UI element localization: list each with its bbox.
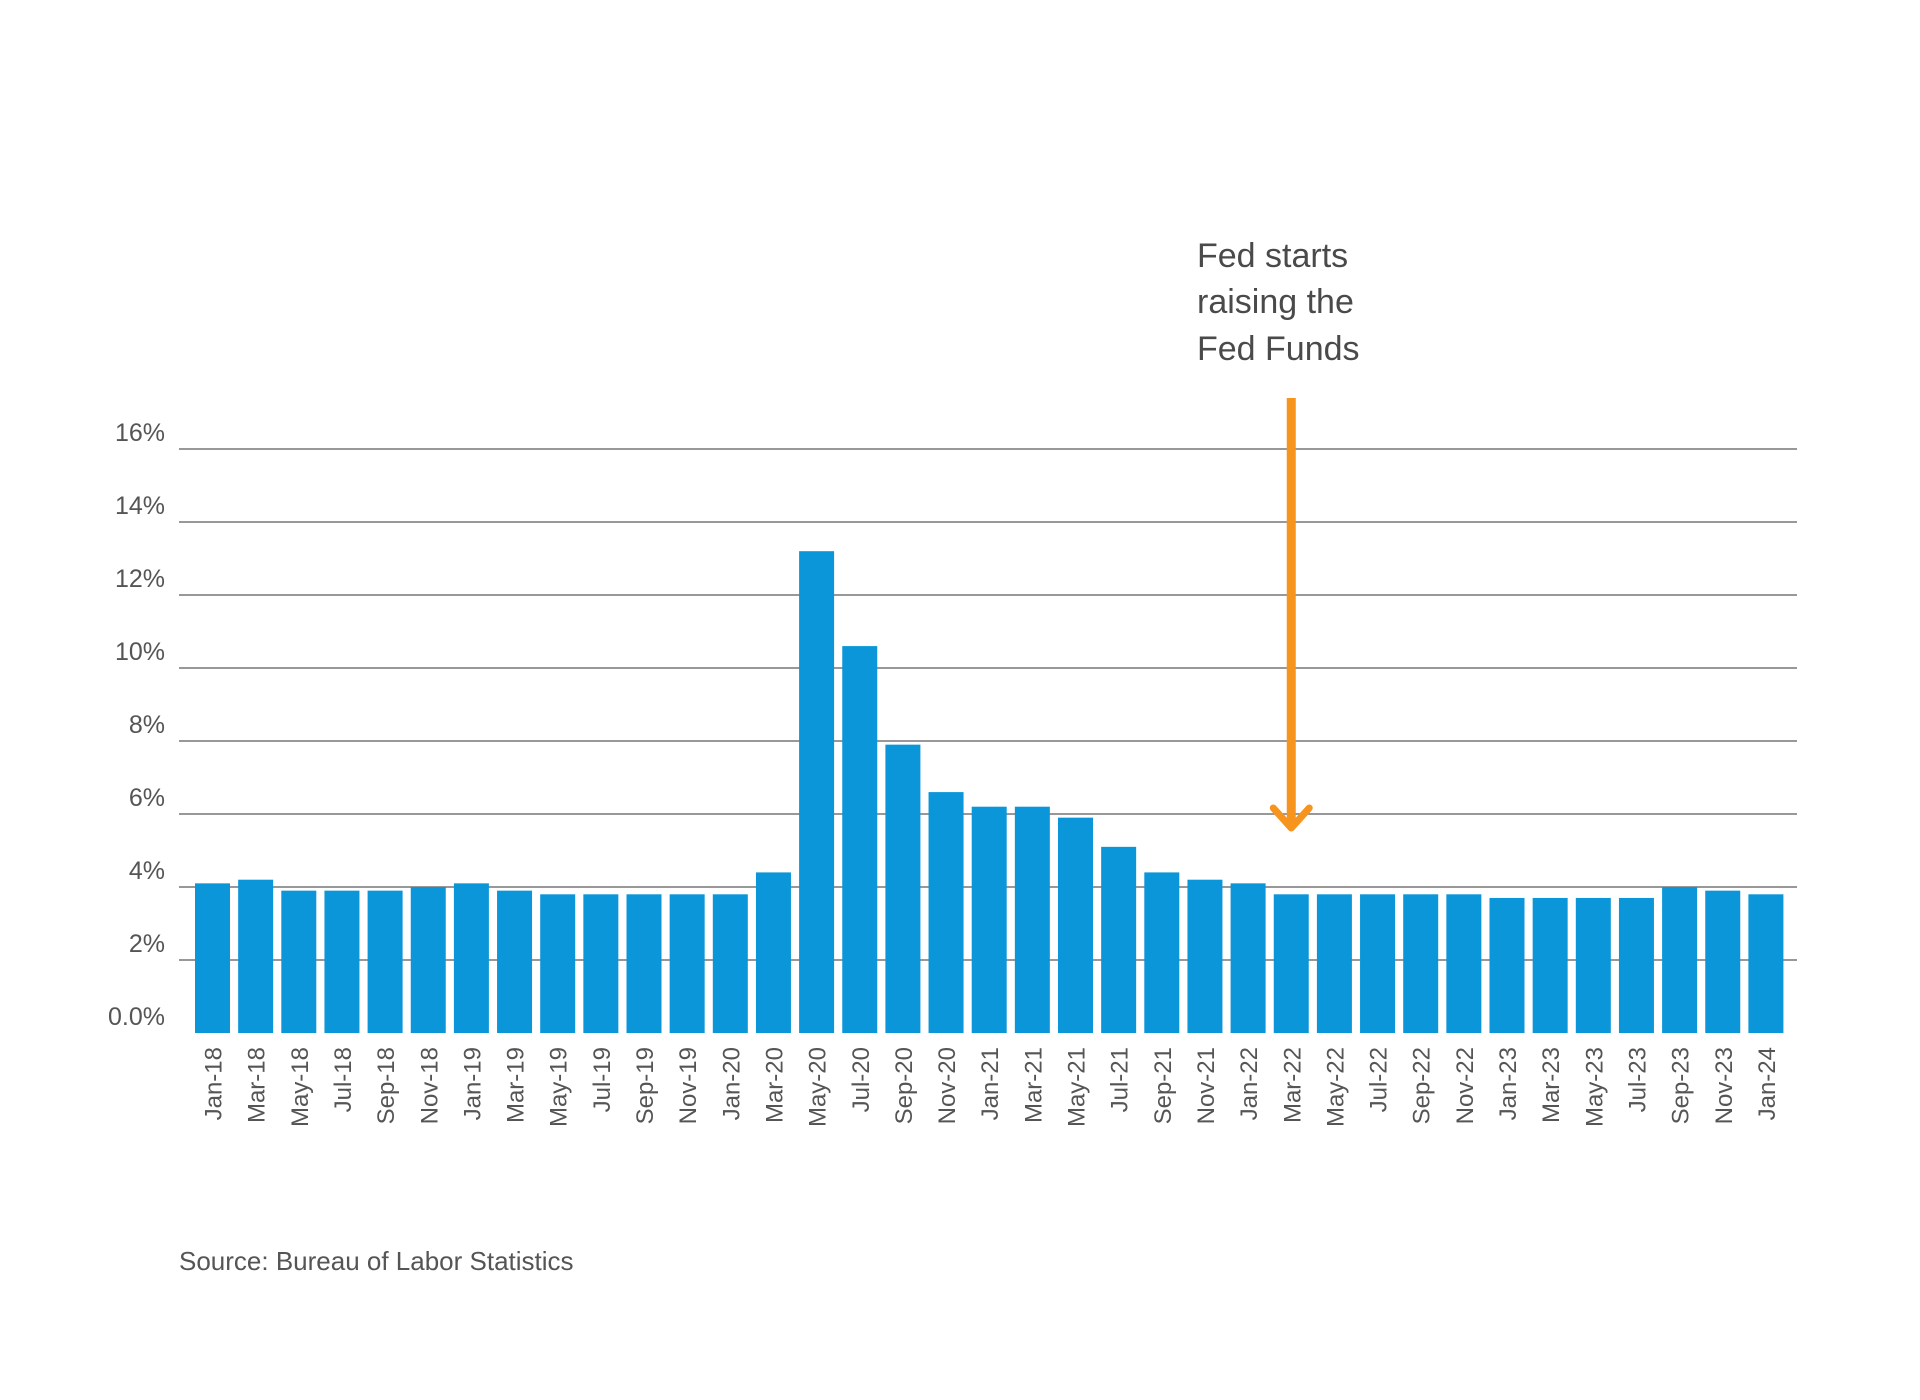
bar-jan-24 (1748, 894, 1784, 1033)
x-tick-label: Jan-24 (1754, 1047, 1781, 1120)
bar-jan-22 (1230, 883, 1266, 1033)
x-tick-label: Jan-21 (977, 1047, 1004, 1120)
y-tick-label: 10% (115, 638, 165, 666)
bar-jul-22 (1360, 894, 1396, 1033)
bar-mar-21 (1014, 806, 1050, 1033)
bars (195, 551, 1784, 1033)
x-tick-label: Mar-21 (1020, 1047, 1047, 1123)
bar-may-21 (1058, 817, 1093, 1033)
y-tick-label: 8% (129, 711, 165, 739)
x-tick-label: Sep-21 (1150, 1047, 1177, 1124)
x-tick-label: Jul-20 (848, 1047, 875, 1112)
bar-mar-22 (1273, 894, 1309, 1033)
bar-sep-21 (1144, 872, 1180, 1033)
bar-jul-18 (324, 890, 360, 1033)
y-tick-label: 0.0% (108, 1003, 165, 1031)
y-tick-label: 6% (129, 784, 165, 812)
bar-mar-23 (1532, 897, 1568, 1033)
x-tick-label: May-20 (805, 1047, 832, 1127)
x-axis-labels: Jan-18 Mar-18 May-18 Jul-18 Sep-18 Nov-18 Jan-… (201, 1047, 1781, 1127)
bar-jan-20 (712, 894, 748, 1033)
bar-jul-23 (1618, 897, 1654, 1033)
x-tick-label: Jan-23 (1495, 1047, 1522, 1120)
annotation-line-1: Fed starts (1197, 237, 1348, 275)
bar-may-23 (1575, 897, 1611, 1033)
x-tick-label: Jul-23 (1624, 1047, 1651, 1112)
x-tick-label: Jul-19 (589, 1047, 616, 1112)
x-tick-label: Mar-23 (1538, 1047, 1565, 1123)
bar-jan-18 (195, 883, 230, 1033)
x-tick-label: Mar-19 (503, 1047, 530, 1123)
x-tick-label: Nov-19 (675, 1047, 702, 1124)
bar-sep-18 (367, 890, 403, 1033)
bar-jul-20 (842, 646, 878, 1033)
x-tick-label: Jul-21 (1107, 1047, 1134, 1112)
x-tick-label: Sep-23 (1668, 1047, 1695, 1124)
bar-mar-19 (497, 890, 533, 1033)
y-tick-label: 2% (129, 930, 165, 958)
x-tick-label: Sep-19 (632, 1047, 659, 1124)
bar-may-22 (1316, 894, 1352, 1033)
bar-sep-20 (885, 744, 921, 1033)
x-tick-label: Jul-18 (330, 1047, 357, 1112)
x-tick-label: May-23 (1581, 1047, 1608, 1127)
x-tick-label: Sep-22 (1409, 1047, 1436, 1124)
source-note: Source: Bureau of Labor Statistics (179, 1246, 574, 1276)
x-tick-label: May-21 (1064, 1047, 1091, 1127)
y-tick-label: 4% (129, 857, 165, 885)
x-tick-label: Mar-22 (1279, 1047, 1306, 1123)
annotation-line-2: raising the (1197, 283, 1354, 321)
bar-nov-18 (410, 887, 446, 1033)
x-tick-label: Jan-20 (718, 1047, 745, 1120)
annotation-arrow-icon (1269, 398, 1313, 832)
x-tick-label: Nov-22 (1452, 1047, 1479, 1124)
annotation-line-3: Fed Funds (1197, 330, 1360, 368)
bar-nov-21 (1187, 879, 1223, 1033)
y-tick-label: 12% (115, 565, 165, 593)
bar-jan-23 (1489, 897, 1525, 1033)
x-tick-label: Nov-18 (416, 1047, 443, 1124)
bar-nov-20 (928, 792, 964, 1033)
x-tick-label: Nov-21 (1193, 1047, 1220, 1124)
bar-nov-23 (1705, 890, 1741, 1033)
bar-may-18 (281, 890, 317, 1033)
x-tick-label: Sep-18 (373, 1047, 400, 1124)
x-tick-label: Nov-23 (1711, 1047, 1738, 1124)
bar-may-20 (799, 551, 835, 1033)
bar-nov-19 (669, 894, 705, 1033)
y-tick-label: 16% (115, 419, 165, 447)
bar-jan-21 (971, 806, 1007, 1033)
x-tick-label: Jul-22 (1366, 1047, 1393, 1112)
bar-mar-20 (755, 872, 791, 1033)
bar-jul-19 (583, 894, 619, 1033)
bar-sep-23 (1662, 887, 1698, 1033)
bar-sep-22 (1403, 894, 1439, 1033)
x-tick-label: Jan-18 (201, 1047, 228, 1120)
x-tick-label: Jan-19 (459, 1047, 486, 1120)
bar-nov-22 (1446, 894, 1482, 1033)
x-tick-label: Nov-20 (934, 1047, 961, 1124)
bar-mar-18 (238, 879, 274, 1033)
x-tick-label: Jan-22 (1236, 1047, 1263, 1120)
y-tick-label: 14% (115, 492, 165, 520)
arrow-head (1269, 804, 1313, 832)
x-tick-label: Mar-18 (244, 1047, 271, 1123)
bar-jul-21 (1101, 846, 1137, 1033)
bar-sep-19 (626, 894, 662, 1033)
annotation: Fed starts raising the Fed Funds (1197, 237, 1360, 832)
x-tick-label: May-18 (287, 1047, 314, 1127)
bar-jan-19 (453, 883, 489, 1033)
x-tick-label: May-22 (1322, 1047, 1349, 1127)
x-tick-label: May-19 (546, 1047, 573, 1127)
x-tick-label: Mar-20 (761, 1047, 788, 1123)
bar-may-19 (540, 894, 576, 1033)
x-tick-label: Sep-20 (891, 1047, 918, 1124)
y-axis-ticks: 0.0% 2% 4% 6% 8% 10% 12% 14% 16% (108, 419, 165, 1031)
